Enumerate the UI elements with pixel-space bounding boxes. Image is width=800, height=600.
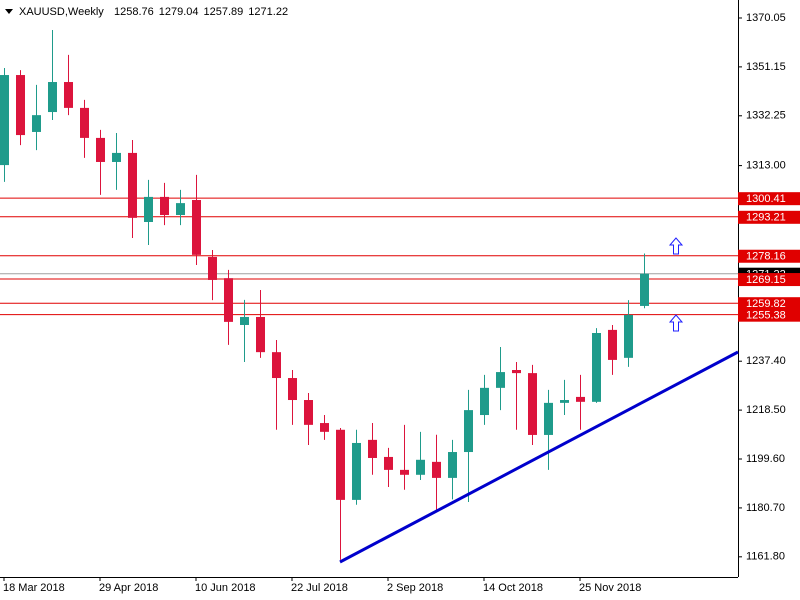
candle-body (464, 410, 473, 453)
candle-body (288, 378, 297, 401)
level-label-box (738, 249, 800, 263)
level-label: 1300.41 (746, 193, 786, 205)
candle-body (64, 82, 73, 108)
menu-triangle (5, 9, 13, 14)
candle-body (432, 461, 441, 478)
y-tick-label: 1313.00 (746, 160, 786, 172)
y-tick-label: 1161.80 (746, 551, 785, 563)
plot-area (0, 30, 738, 560)
y-tick-label: 1218.50 (746, 404, 786, 416)
up-arrow (668, 314, 684, 332)
candle-body (368, 439, 377, 458)
candle-body (176, 203, 185, 216)
header-ohlc-value: 1257.89 (204, 6, 244, 18)
candle-body (528, 373, 537, 435)
candle-body (576, 396, 585, 402)
candle-body (192, 200, 201, 255)
level-label: 1278.16 (746, 251, 786, 263)
candle-body (144, 196, 153, 223)
candle-body (416, 459, 425, 475)
candle-body (320, 423, 329, 432)
candle-body (240, 316, 249, 325)
y-tick-label: 1237.40 (746, 355, 786, 367)
x-tick-label: 14 Oct 2018 (483, 582, 543, 594)
candle-body (128, 152, 137, 218)
candle-body (384, 456, 393, 470)
x-tick-label: 18 Mar 2018 (3, 582, 65, 594)
candle-body (48, 82, 57, 113)
candle-body (336, 429, 345, 500)
level-label: 1269.15 (746, 274, 786, 286)
level-label: 1293.21 (746, 212, 786, 224)
y-tick-label: 1332.25 (746, 110, 786, 122)
candle-body (96, 137, 105, 162)
candle-body (160, 196, 169, 216)
x-tick-label: 22 Jul 2018 (291, 582, 348, 594)
level-label-box (738, 273, 800, 287)
level-label-box (738, 308, 800, 322)
level-label: 1255.38 (746, 310, 786, 322)
candle-body (448, 452, 457, 478)
header-ohlc-value: 1279.04 (159, 6, 199, 18)
y-tick-label: 1351.15 (746, 61, 786, 73)
candle-body (32, 115, 41, 132)
candle-body (560, 400, 569, 403)
candle-body (624, 314, 633, 358)
candle-body (480, 387, 489, 416)
level-label-box (738, 192, 800, 206)
candle-body (304, 400, 313, 425)
candle-body (80, 107, 89, 138)
candle-body (256, 316, 265, 353)
x-tick-label: 25 Nov 2018 (579, 582, 641, 594)
candle-body (0, 75, 9, 166)
candle-body (272, 352, 281, 379)
candle-body (400, 469, 409, 475)
level-label-box (738, 210, 800, 224)
candle-body (224, 278, 233, 322)
header-ohlc-value: 1271.22 (248, 6, 288, 18)
x-tick-label: 10 Jun 2018 (195, 582, 256, 594)
candle-body (640, 273, 649, 306)
level-label: 1259.82 (746, 298, 786, 310)
level-label-box (738, 297, 800, 311)
up-arrow (668, 237, 684, 255)
y-tick-label: 1199.60 (746, 453, 785, 465)
header-ohlc-value: 1258.76 (114, 6, 154, 18)
candle-body (208, 256, 217, 280)
candle-body (496, 372, 505, 388)
trend-line (339, 350, 739, 564)
candle-body (608, 329, 617, 360)
y-tick-label: 1370.05 (746, 12, 786, 24)
candle-body (16, 75, 25, 136)
chart-header: XAUUSD,Weekly 1258.76 1279.04 1257.89 1271.… (19, 6, 288, 18)
x-tick-label: 2 Sep 2018 (387, 582, 443, 594)
candle-body (512, 370, 521, 374)
y-tick-label: 1180.70 (746, 502, 785, 514)
x-tick-label: 29 Apr 2018 (99, 582, 158, 594)
chart-title: XAUUSD,Weekly (19, 6, 104, 18)
candle-body (352, 442, 361, 500)
candle-body (544, 402, 553, 435)
candle-body (592, 333, 601, 402)
candle-body (112, 152, 121, 162)
